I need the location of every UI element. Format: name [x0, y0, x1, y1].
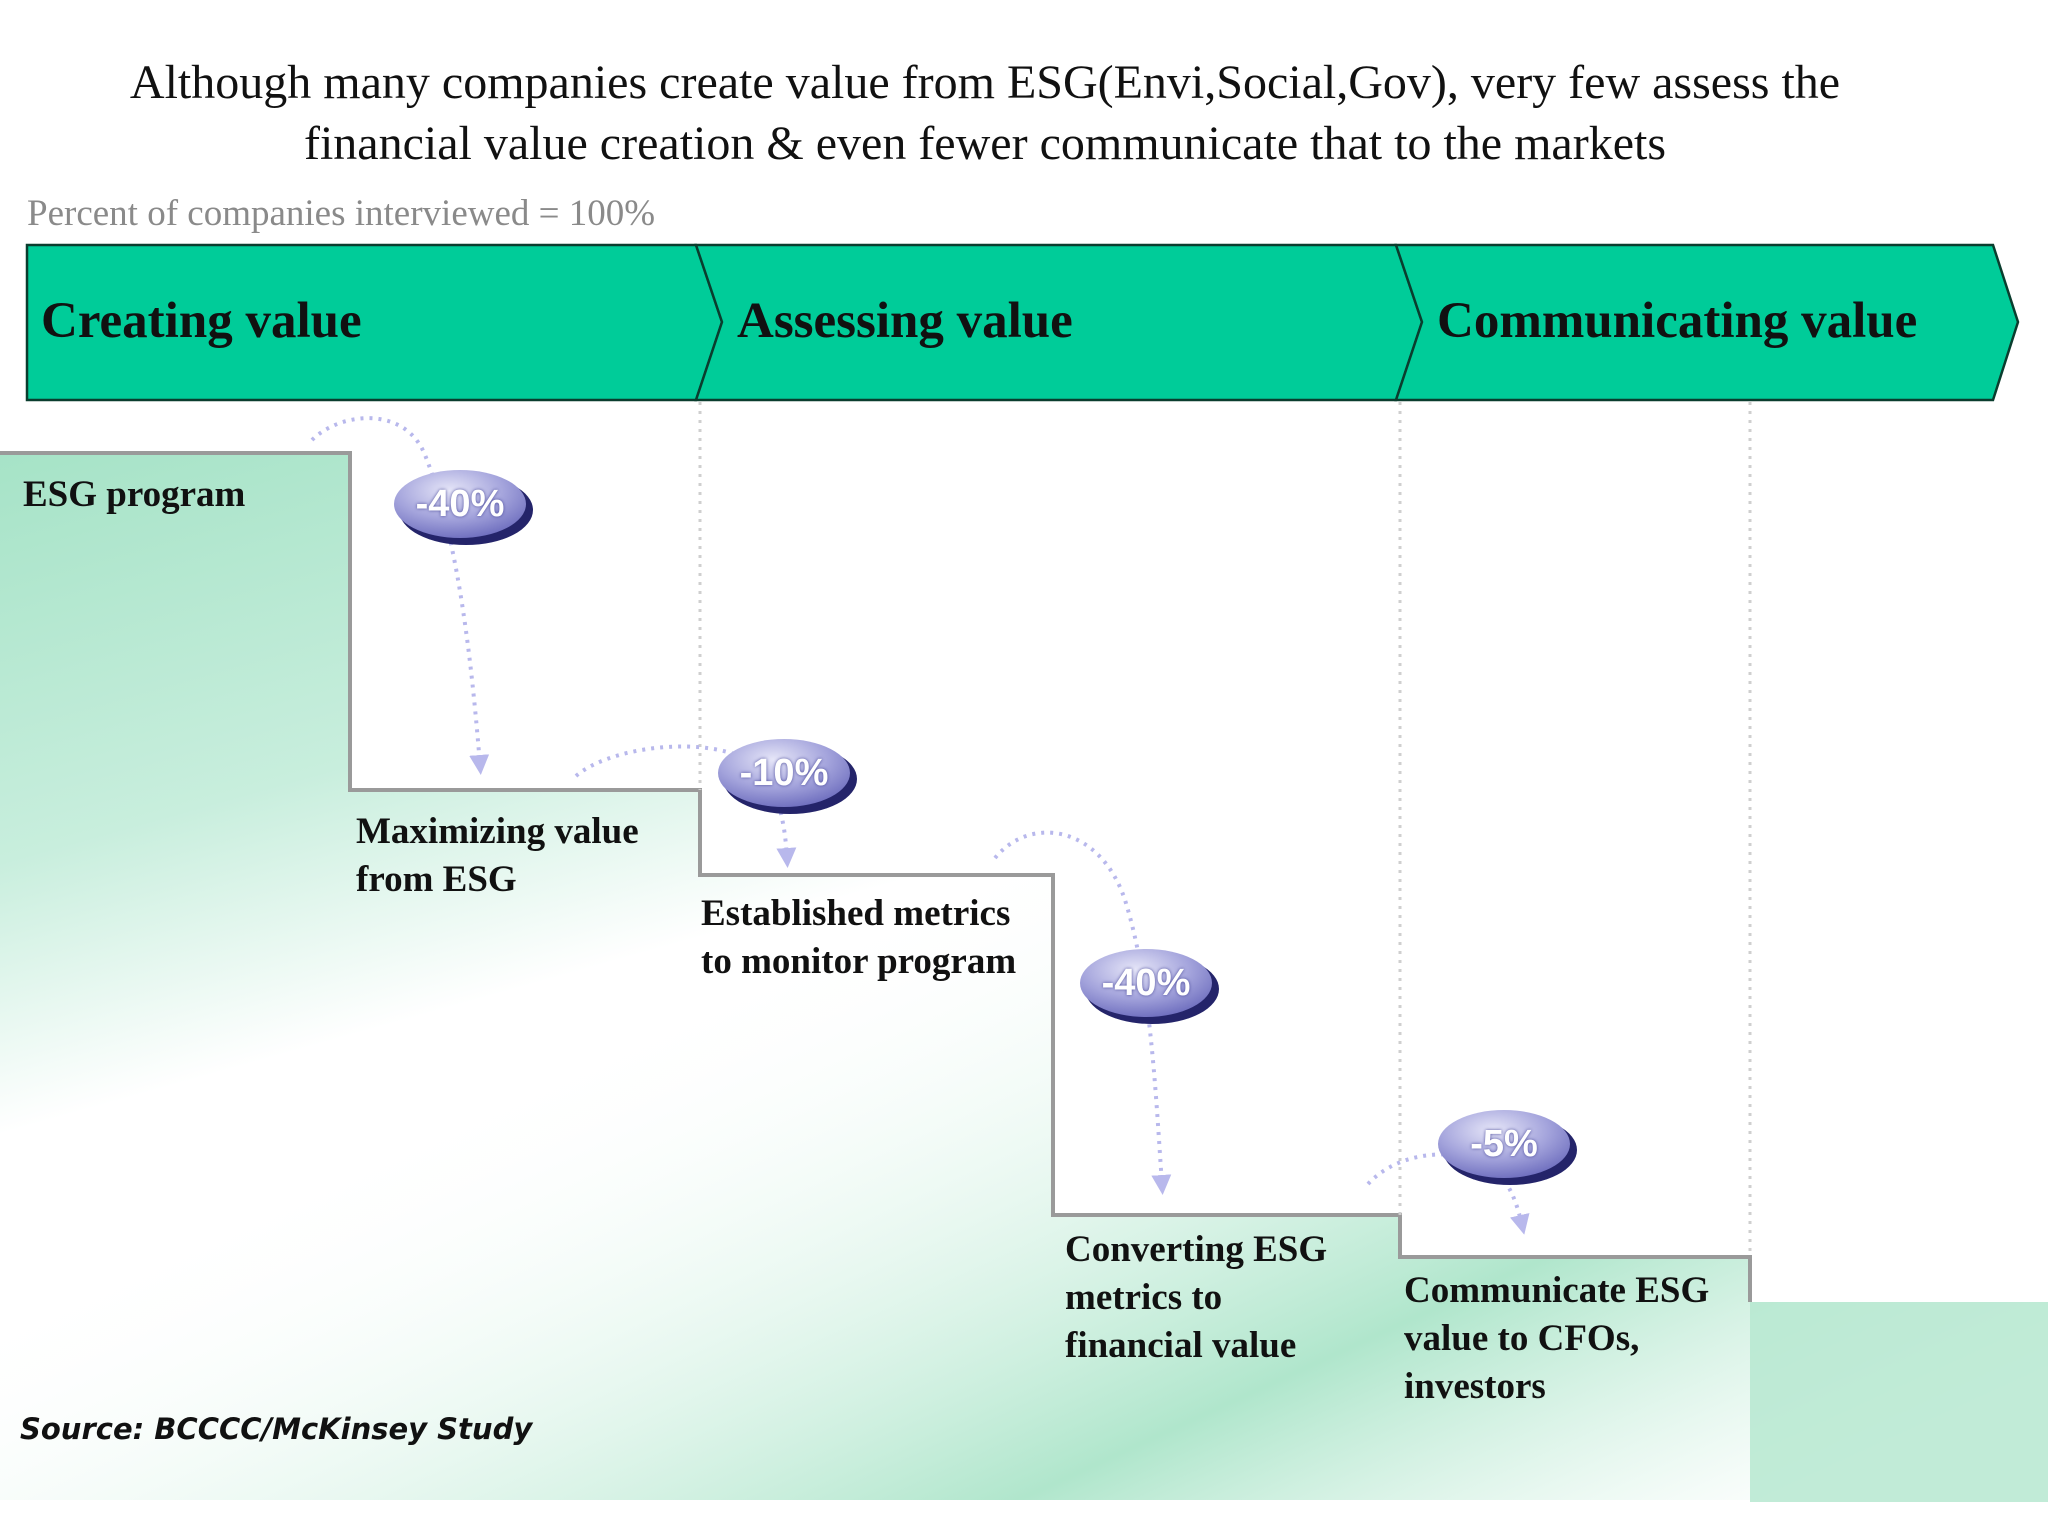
- dotted-curved-arrow-2: [574, 744, 797, 868]
- step-label-line: from ESG: [356, 859, 517, 900]
- step-label-line: Converting ESG: [1065, 1229, 1328, 1270]
- step-label-line: value to CFOs,: [1404, 1318, 1640, 1359]
- bottom-fade: [1750, 1302, 2048, 1502]
- drop-badge-4: -5%: [1470, 1122, 1538, 1165]
- step-label-line: investors: [1404, 1366, 1546, 1407]
- step-label-communicate-esg: Communicate ESG value to CFOs, investors: [1404, 1267, 1709, 1411]
- step-label-maximizing-value: Maximizing value from ESG: [356, 808, 639, 904]
- drop-badge-3: -40%: [1101, 961, 1191, 1004]
- step-label-line: to monitor program: [701, 941, 1017, 982]
- phase-label-creating: Creating value: [41, 293, 362, 349]
- step-label-line: Communicate ESG: [1404, 1270, 1710, 1311]
- step-label-line: financial value: [1065, 1325, 1297, 1366]
- step-label-line: ESG program: [23, 474, 246, 515]
- staircase-area-shade: [0, 453, 2048, 1500]
- slide-title-line-1: Although many companies create value fro…: [129, 56, 1841, 109]
- step-label-line: metrics to: [1065, 1277, 1223, 1318]
- drop-badge-1: -40%: [415, 482, 505, 525]
- phase-label-assessing: Assessing value: [737, 293, 1073, 349]
- step-label-line: Established metrics: [701, 893, 1011, 934]
- percent-note: Percent of companies interviewed = 100%: [27, 193, 656, 234]
- ellipse-badge-3: [1080, 949, 1219, 1024]
- ellipse-badge-4: [1438, 1110, 1577, 1185]
- slide-title: Although many companies create value fro…: [0, 52, 1970, 174]
- dotted-curved-arrow-3: [993, 830, 1172, 1195]
- dotted-curved-arrow-4: [1366, 1152, 1530, 1235]
- drop-badge-2: -10%: [739, 751, 829, 794]
- step-label-converting-metrics: Converting ESG metrics to financial valu…: [1065, 1226, 1327, 1370]
- staircase-edge: [0, 451, 1752, 1302]
- step-label-esg-program: ESG program: [23, 471, 245, 519]
- source-note: Source: BCCCC/McKinsey Study: [20, 1412, 533, 1446]
- phase-label-communicating: Communicating value: [1437, 293, 1918, 349]
- phase-chevron-communicating: [1394, 243, 2020, 402]
- step-label-established-metrics: Established metrics to monitor program: [701, 890, 1016, 986]
- slide-title-line-2: financial value creation & even fewer co…: [303, 117, 1667, 170]
- ellipse-badge-1: [394, 470, 533, 545]
- ellipse-badge-2: [718, 739, 857, 814]
- step-label-line: Maximizing value: [356, 811, 639, 852]
